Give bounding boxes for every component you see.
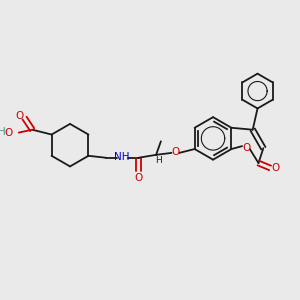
Text: O: O	[135, 173, 143, 183]
Text: O: O	[272, 163, 280, 173]
Text: H: H	[0, 127, 6, 136]
Text: O: O	[16, 111, 24, 121]
Text: O: O	[243, 143, 251, 153]
Text: H: H	[156, 156, 162, 165]
Text: O: O	[5, 128, 13, 138]
Text: NH: NH	[113, 152, 129, 162]
Text: O: O	[171, 147, 179, 157]
